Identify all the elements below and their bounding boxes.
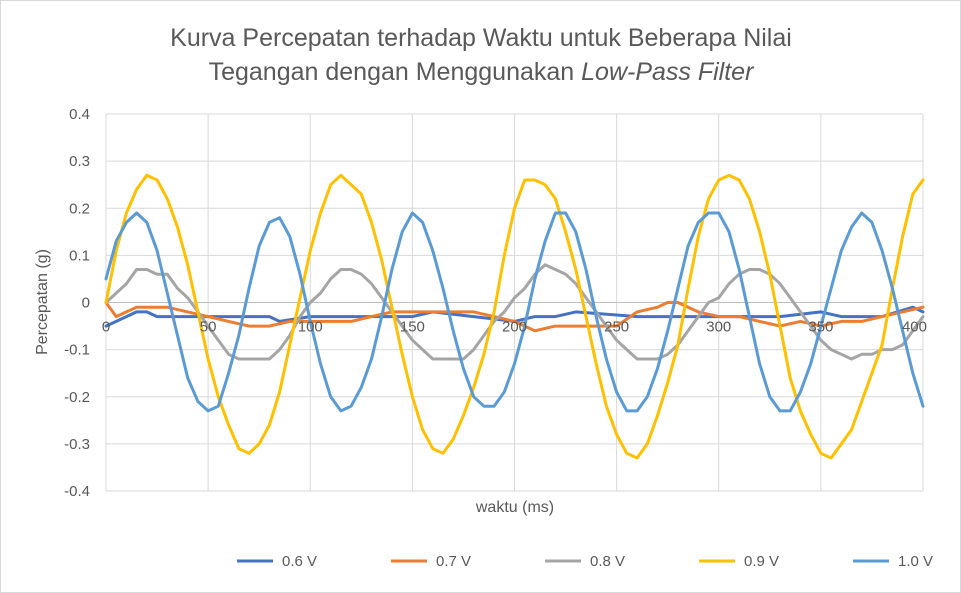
series-line-2 [104, 263, 925, 361]
chart-title-line2: Tegangan dengan Menggunakan Low-Pass Fil… [209, 58, 755, 86]
y-tick-label: 0 [82, 295, 90, 312]
chart-title-line1: Kurva Percepatan terhadap Waktu untuk Be… [170, 24, 792, 52]
legend-label: 0.8 V [590, 553, 625, 570]
y-axis-ticks: -0.4 -0.3 -0.2 -0.1 0 0.1 0.2 0.3 0.4 [64, 106, 90, 500]
y-axis-title: Percepatan (g) [34, 249, 51, 355]
chart-title-line2-prefix: Tegangan dengan Menggunakan [209, 58, 582, 86]
series-lines [104, 173, 925, 460]
x-tick-label: 200 [502, 319, 527, 336]
x-tick-label: 100 [298, 319, 323, 336]
series-line-3 [104, 173, 925, 460]
series-line-1 [104, 301, 925, 333]
legend-label: 0.7 V [436, 553, 471, 570]
y-tick-label: -0.4 [64, 483, 90, 500]
x-tick-label: 300 [706, 319, 731, 336]
y-tick-label: 0.1 [69, 247, 90, 264]
y-tick-label: -0.1 [64, 342, 90, 359]
x-tick-label: 400 [902, 319, 927, 336]
x-axis-ticks: 0 50 100 150 200 250 300 350 400 [102, 319, 927, 336]
series-line-0 [104, 305, 925, 328]
series-line-4 [104, 211, 925, 413]
x-tick-label: 250 [604, 319, 629, 336]
gridlines [105, 113, 924, 492]
x-tick-label: 0 [102, 319, 110, 336]
legend: 0.6 V 0.7 V 0.8 V 0.9 V 1.0 V [237, 553, 933, 570]
y-tick-label: 0.4 [69, 106, 90, 123]
y-tick-label: 0.2 [69, 200, 90, 217]
legend-label: 1.0 V [898, 553, 933, 570]
y-tick-label: 0.3 [69, 153, 90, 170]
legend-label: 0.9 V [744, 553, 779, 570]
x-tick-label: 350 [808, 319, 833, 336]
legend-label: 0.6 V [282, 553, 317, 570]
y-tick-label: -0.3 [64, 436, 90, 453]
x-tick-label: 50 [200, 319, 217, 336]
x-tick-label: 150 [400, 319, 425, 336]
y-tick-label: -0.2 [64, 389, 90, 406]
x-axis-title: waktu (ms) [475, 499, 554, 516]
chart-title-line2-italic: Low-Pass Filter [581, 58, 755, 86]
